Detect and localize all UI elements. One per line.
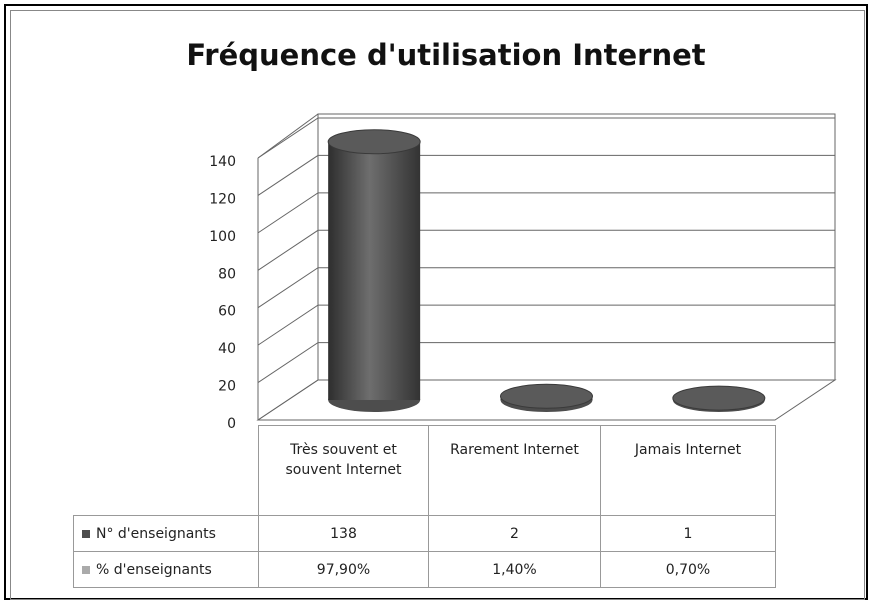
cylinder-top xyxy=(500,383,593,409)
chart-area xyxy=(10,10,865,600)
x-tick-label: Très souvent et souvent Internet xyxy=(258,425,429,516)
legend-entry: N° d'enseignants xyxy=(73,515,259,552)
legend-label: % d'enseignants xyxy=(96,561,212,578)
y-tick-label: 80 xyxy=(218,266,236,282)
y-tick-label: 20 xyxy=(218,379,236,395)
table-value: 1,40% xyxy=(428,551,601,588)
table-value: 97,90% xyxy=(258,551,429,588)
y-tick-label: 140 xyxy=(209,154,236,170)
y-tick-label: 120 xyxy=(209,191,236,207)
table-value: 1 xyxy=(600,515,776,552)
cylinder-top xyxy=(672,385,766,411)
table-value: 2 xyxy=(428,515,601,552)
grid-line xyxy=(257,267,835,309)
chart-title: Fréquence d'utilisation Internet xyxy=(186,38,705,72)
side-wall-top xyxy=(257,113,319,159)
table-value: 138 xyxy=(258,515,429,552)
legend-key xyxy=(82,529,90,538)
legend-key xyxy=(82,565,90,574)
y-tick-label: 100 xyxy=(209,229,236,245)
grid-line xyxy=(257,304,835,346)
legend-entry: % d'enseignants xyxy=(73,551,259,588)
y-tick-label: 0 xyxy=(227,416,236,432)
x-tick-label: Rarement Internet xyxy=(428,425,601,516)
y-tick-label: 60 xyxy=(218,304,236,320)
y-tick-label: 40 xyxy=(218,341,236,357)
grid-line xyxy=(257,229,835,271)
legend-label: N° d'enseignants xyxy=(96,525,216,542)
grid-line xyxy=(257,342,835,383)
grid-line xyxy=(257,117,835,159)
x-tick-label: Jamais Internet xyxy=(600,425,776,516)
grid-line xyxy=(257,379,835,421)
cylinder-body xyxy=(328,141,421,400)
grid-line xyxy=(257,154,835,196)
cylinder-top xyxy=(327,129,421,155)
table-value: 0,70% xyxy=(600,551,776,588)
grid-line xyxy=(257,192,835,234)
